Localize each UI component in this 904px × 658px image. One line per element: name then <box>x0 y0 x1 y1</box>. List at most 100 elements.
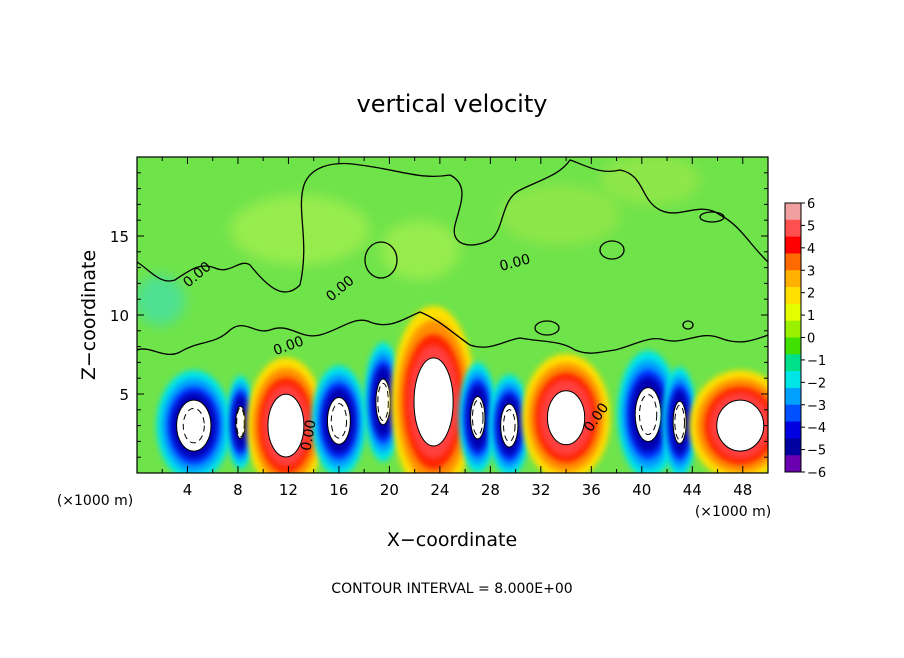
cell-contour <box>413 357 454 447</box>
colorbar-swatch <box>785 287 801 305</box>
cell-contour <box>375 378 391 426</box>
field-patch <box>230 195 370 265</box>
cell-band <box>176 400 212 452</box>
field-patch <box>380 220 460 280</box>
downdraft-cell <box>156 370 232 473</box>
zero-contours <box>137 159 768 356</box>
zero-contour-island <box>682 320 694 330</box>
downdraft-cell <box>617 350 679 473</box>
colorbar-swatch <box>785 421 801 439</box>
cell-contour-dashed <box>377 382 389 421</box>
colorbar-swatch <box>785 236 801 254</box>
cell-contour-dashed <box>503 409 516 443</box>
x-tick-label: 24 <box>430 481 449 499</box>
contour-label: 0.00 <box>498 251 532 275</box>
x-tick-label: 4 <box>183 481 193 499</box>
cell-band <box>235 406 246 439</box>
x-tick-label: 44 <box>683 481 702 499</box>
plot-area: 0.00 0.000.000.000.000.00 <box>137 157 768 473</box>
cell-band <box>673 401 687 444</box>
contour-interval-note: CONTOUR INTERVAL = 8.000E+00 <box>331 581 572 597</box>
colorbar-tick-label: −3 <box>807 399 826 414</box>
field-patch <box>500 185 620 245</box>
cell-contour <box>326 397 351 445</box>
x-tick-label: 48 <box>733 481 752 499</box>
updraft-cell <box>521 353 611 473</box>
zero-contour-island <box>699 211 725 223</box>
zero-contour-island <box>534 320 560 336</box>
colorbar-swatch <box>785 354 801 372</box>
cell-contour-dashed <box>638 394 658 435</box>
updraft-cell <box>246 357 326 473</box>
field-patch <box>600 157 700 205</box>
zero-contour-island <box>599 240 625 260</box>
x-unit-left: (×1000 m) <box>57 493 133 509</box>
colorbar-tick-label: 2 <box>807 287 815 302</box>
x-unit-right: (×1000 m) <box>695 504 771 520</box>
contour-label: 0.00 <box>298 419 319 452</box>
colorbar-tick-label: 6 <box>807 197 815 212</box>
cell-contour <box>672 400 687 445</box>
x-tick-label: 8 <box>233 481 243 499</box>
colorbar-tick-label: 5 <box>807 219 815 234</box>
colorbar-swatch <box>785 270 801 288</box>
downdraft-cell <box>311 365 367 473</box>
colorbar-swatch <box>785 371 801 389</box>
background-variation <box>137 157 700 325</box>
colorbar-swatch <box>785 455 801 473</box>
x-tick-label: 40 <box>632 481 651 499</box>
cell-contour <box>235 405 246 440</box>
cell-contour-dashed <box>182 407 205 444</box>
y-tick-label: 15 <box>110 228 129 246</box>
cell-band <box>547 390 585 445</box>
x-tick-label: 20 <box>380 481 399 499</box>
updraft-cell <box>390 305 477 473</box>
x-tick-label: 28 <box>481 481 500 499</box>
cell-band <box>375 379 391 425</box>
colorbar-swatch <box>785 253 801 271</box>
colorbar-tick-label: −1 <box>807 354 826 369</box>
colorbar-swatch <box>785 320 801 338</box>
colorbar-tick-label: 4 <box>807 242 815 257</box>
x-tick-label: 32 <box>531 481 550 499</box>
velocity-cells <box>156 305 768 473</box>
cell-contour-dashed <box>674 404 685 441</box>
field-patch <box>137 275 185 325</box>
colorbar-swatch <box>785 219 801 238</box>
downdraft-cell <box>459 362 497 473</box>
cell-contour <box>634 387 662 442</box>
colorbar-swatch <box>785 203 801 221</box>
x-tick-label: 36 <box>582 481 601 499</box>
colorbar-swatch <box>785 438 801 456</box>
cell-band <box>470 396 485 439</box>
cell-band <box>716 400 764 452</box>
cell-band <box>267 394 304 457</box>
downdraft-cell <box>488 374 530 473</box>
colorbar-swatch <box>785 387 801 406</box>
y-tick-label: 10 <box>110 307 129 325</box>
cell-contour <box>500 403 519 448</box>
colorbar-tick-label: 0 <box>807 332 815 347</box>
zero-contour-upper <box>137 159 768 293</box>
colorbar-tick-label: −5 <box>807 444 826 459</box>
y-tick-label: 5 <box>119 386 129 404</box>
colorbar-swatch <box>785 404 801 423</box>
colorbar: 6 5 4 3 2 1 0 −1 −2 −3 −4 −5 −6 <box>784 197 826 481</box>
downdraft-cell <box>226 375 255 470</box>
x-tick-label: 16 <box>329 481 348 499</box>
x-tick-label: 12 <box>279 481 298 499</box>
cell-contour <box>546 390 586 446</box>
colorbar-swatch <box>785 303 801 322</box>
colorbar-tick-label: −4 <box>807 421 826 436</box>
colorbar-swatch <box>785 337 801 355</box>
cell-contour <box>716 399 765 452</box>
colorbar-tick-label: −2 <box>807 376 826 391</box>
downdraft-cell <box>662 366 697 473</box>
chart-title: vertical velocity <box>357 90 548 118</box>
colorbar-tick-label: 1 <box>807 309 815 324</box>
cell-band <box>414 357 454 446</box>
x-axis-label: X−coordinate <box>387 529 517 551</box>
y-axis-label: Z−coordinate <box>78 250 100 380</box>
